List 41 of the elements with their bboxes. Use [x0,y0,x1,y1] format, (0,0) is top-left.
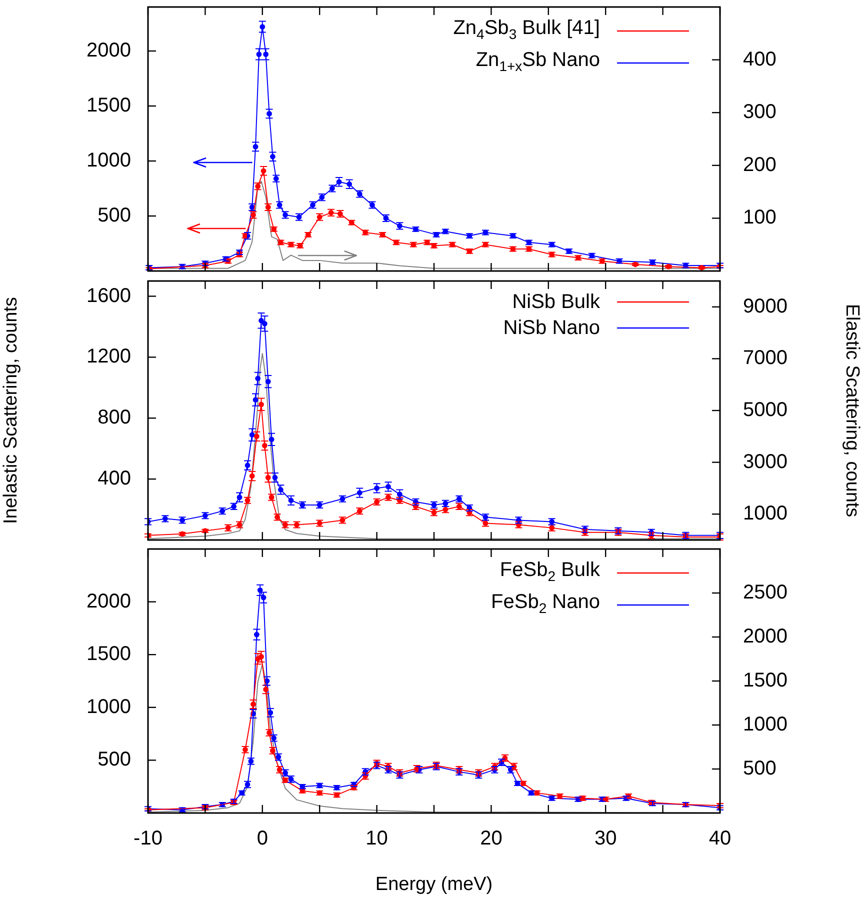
y2-axis-title: Elastic Scattering, counts [841,303,862,517]
y-tick-label: 1000 [86,696,131,718]
legend-label: NiSb Bulk [512,290,600,315]
legend-label: NiSb Nano [503,316,600,341]
y2-tick-label: 1500 [743,670,788,692]
legend-label: Zn$_{4}$Sb$_{3}$ Bulk [41] [453,16,600,44]
y-tick-label: 800 [98,406,131,428]
y2-tick-label: 200 [743,154,776,176]
legend-label: FeSb$_{2}$ Nano [491,590,600,618]
x-axis-title: Energy (meV) [375,874,493,896]
y-axis-title: Inelastic Scattering, counts [0,296,22,524]
y-tick-label: 500 [98,749,131,772]
legend-label: FeSb$_{2}$ Bulk [500,558,600,586]
x-tick-label: 0 [256,828,268,850]
y2-tick-label: 100 [743,206,776,229]
y-tick-label: 2000 [86,590,131,613]
x-tick-label: 20 [480,828,502,850]
x-tick-label: 30 [594,828,617,850]
y2-tick-label: 500 [743,758,776,780]
y-tick-label: 1600 [86,284,131,306]
y2-tick-label: 300 [743,101,776,124]
y2-tick-label: 7000 [743,346,788,369]
y2-tick-label: 1000 [743,502,788,524]
y-tick-label: 500 [98,204,131,227]
x-tick-label: -10 [134,828,162,850]
y2-tick-label: 5000 [743,398,788,421]
y-tick-label: 2000 [86,40,131,62]
y-tick-label: 1500 [86,94,131,117]
y2-tick-label: 400 [743,48,776,70]
y2-tick-label: 3000 [743,450,788,472]
x-tick-label: 10 [366,828,388,850]
y2-tick-label: 9000 [743,295,788,318]
y2-tick-label: 2000 [743,626,788,648]
y-tick-label: 1500 [86,643,131,666]
y-tick-label: 400 [98,467,131,490]
y-tick-label: 1000 [86,150,131,172]
y2-tick-label: 1000 [743,714,788,736]
y2-tick-label: 2500 [743,582,788,604]
legend-label: Zn$_{1+x}$Sb Nano [476,48,600,76]
x-tick-label: 40 [708,828,732,850]
y-tick-label: 1200 [86,345,131,368]
